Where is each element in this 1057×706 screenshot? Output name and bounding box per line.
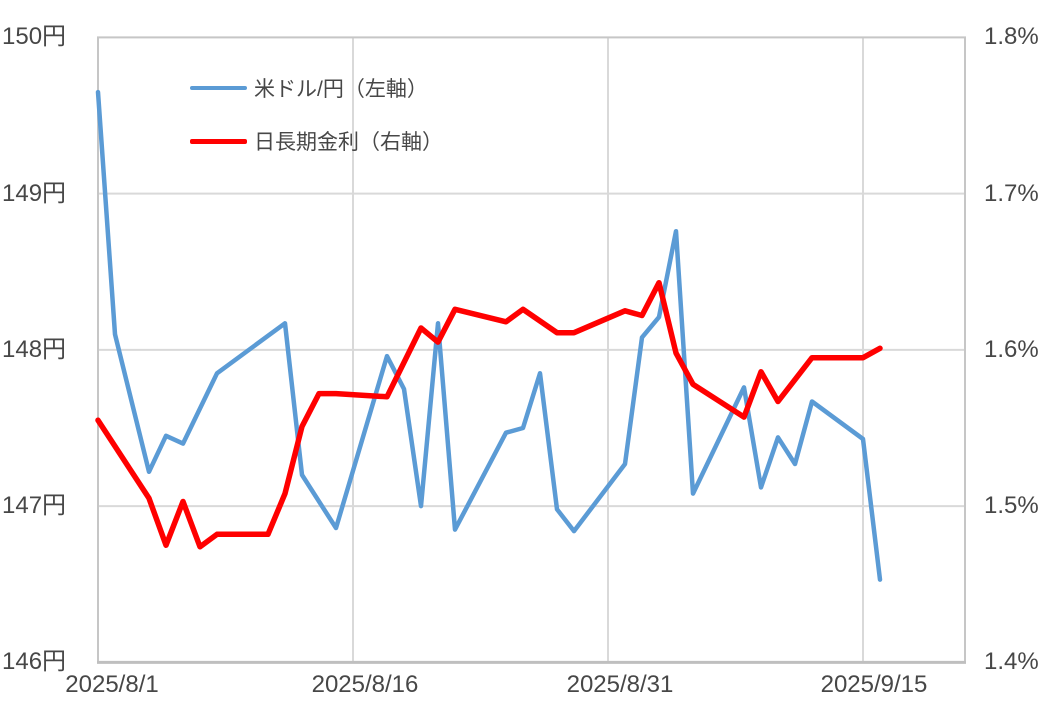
legend-label-jgb-yield: 日長期金利（右軸）: [254, 131, 443, 154]
x-tick-2025-9-15: 2025/9/15: [820, 671, 928, 698]
y-left-tick-150: 150円: [2, 23, 67, 50]
y-left-tick-148: 148円: [2, 336, 67, 363]
y-left-tick-149: 149円: [2, 180, 67, 207]
x-tick-2025-8-31: 2025/8/31: [566, 671, 674, 698]
jgb-yield-line-swatch-icon: [190, 138, 247, 144]
x-tick-2025-8-1: 2025/8/1: [65, 671, 159, 698]
legend-item-jgb-yield: 日長期金利（右軸）: [190, 123, 443, 159]
y-right-tick-1.7: 1.7%: [984, 180, 1039, 207]
legend-label-usdjpy: 米ドル/円（左軸）: [254, 78, 428, 101]
y-left-tick-146: 146円: [2, 648, 67, 675]
legend-item-usdjpy: 米ドル/円（左軸）: [190, 70, 443, 106]
legend: 米ドル/円（左軸） 日長期金利（右軸）: [190, 70, 443, 159]
usdjpy-line-swatch-icon: [190, 86, 247, 90]
y-right-tick-1.5: 1.5%: [984, 492, 1039, 519]
x-tick-2025-8-16: 2025/8/16: [311, 671, 419, 698]
y-right-tick-1.8: 1.8%: [984, 23, 1039, 50]
y-right-tick-1.6: 1.6%: [984, 336, 1039, 363]
y-left-tick-147: 147円: [2, 492, 67, 519]
y-right-tick-1.4: 1.4%: [984, 648, 1039, 675]
